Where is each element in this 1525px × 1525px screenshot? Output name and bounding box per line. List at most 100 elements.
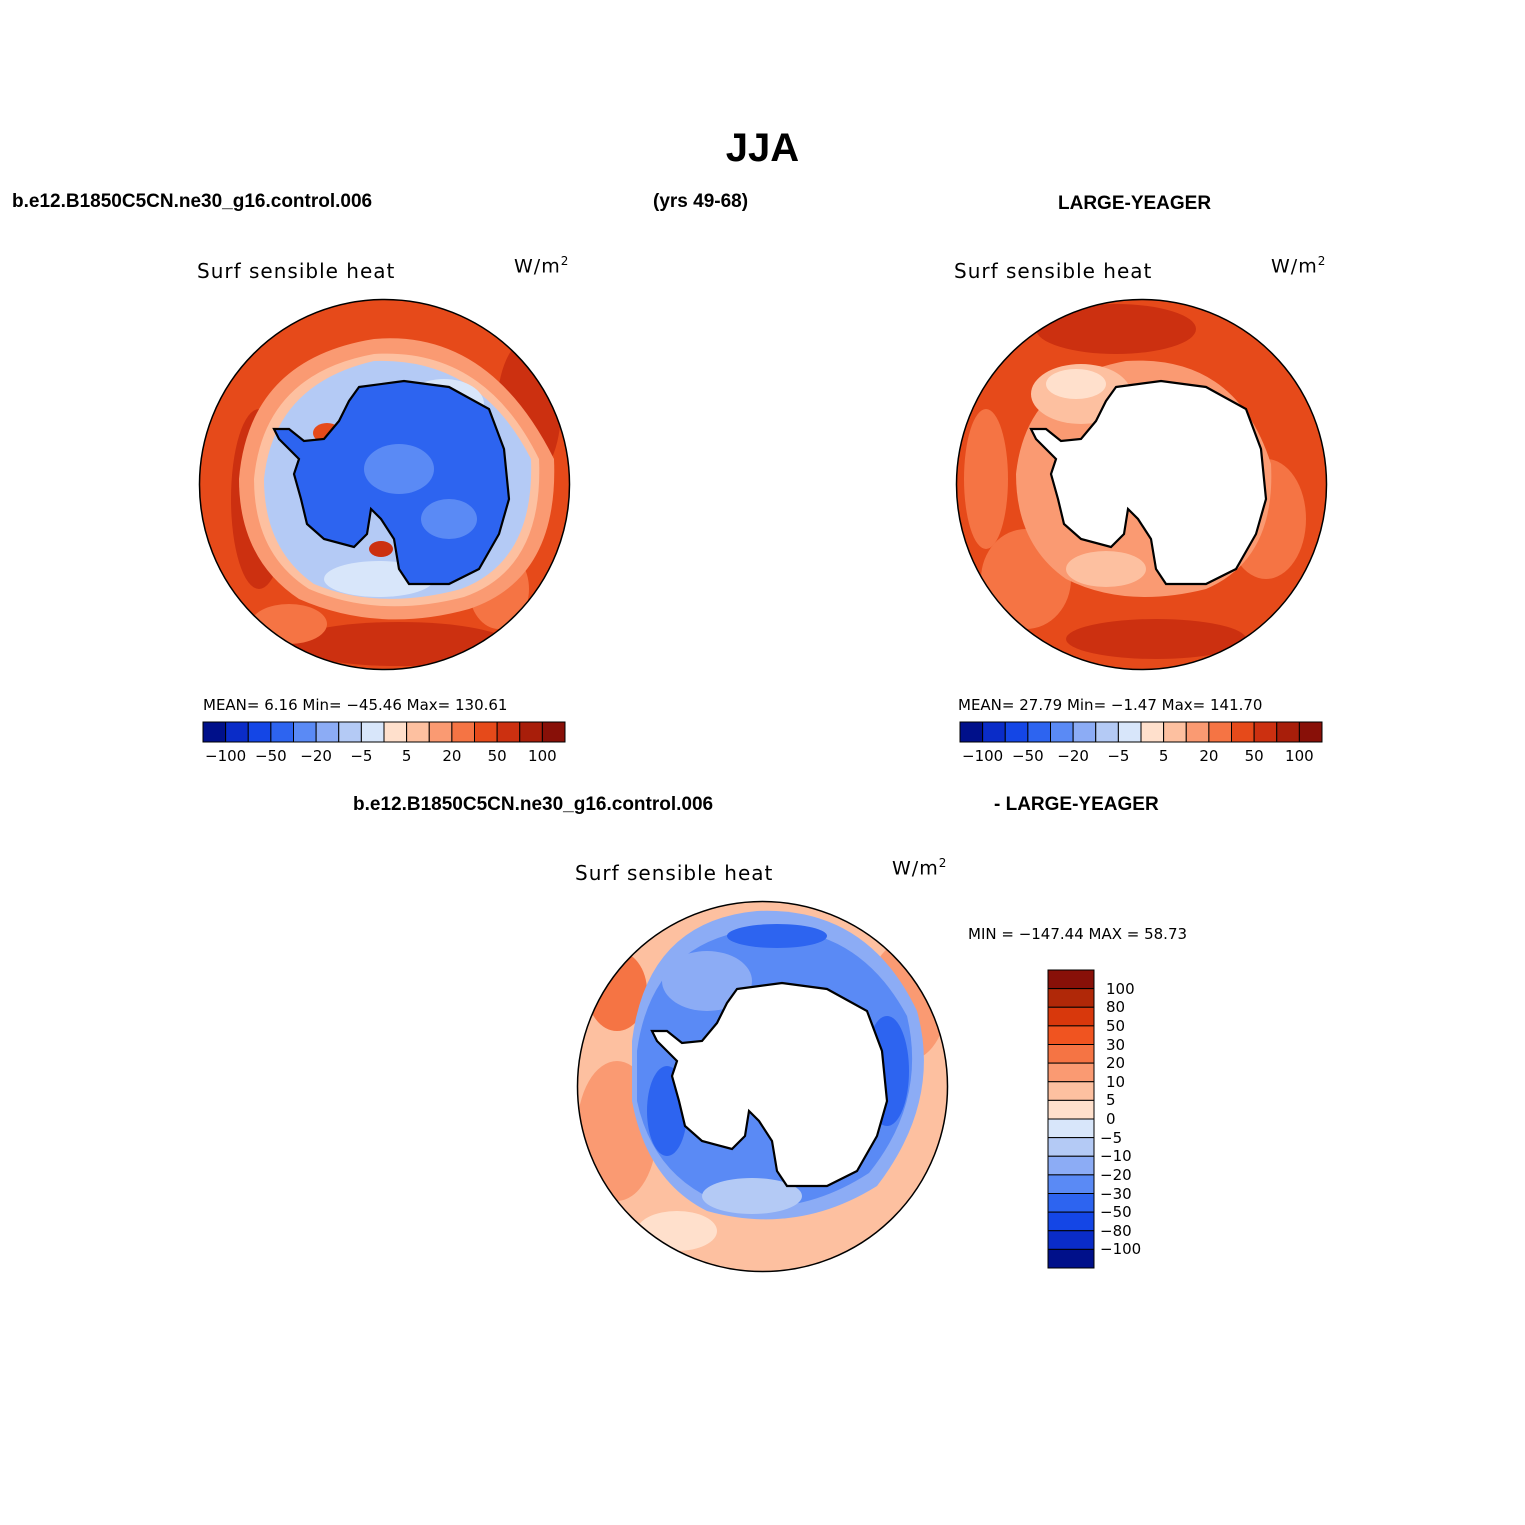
- diff-colorbar: [1047, 969, 1095, 1269]
- colorbar-swatch: [1027, 721, 1051, 743]
- colorbar-swatch: [1253, 721, 1278, 743]
- model-colorbar: [202, 721, 566, 743]
- colorbar-tick-label: −5: [1100, 1128, 1123, 1147]
- colorbar-tick-label: −10: [1100, 1147, 1132, 1166]
- colorbar-swatch: [1298, 721, 1323, 743]
- colorbar-tick-label: 0: [1106, 1110, 1116, 1128]
- colorbar-tick-label: 100: [1106, 979, 1135, 998]
- diff-panel-label: Surf sensible heat: [575, 861, 774, 885]
- obs-field-patch: [964, 409, 1008, 549]
- obs-field-patch: [1066, 619, 1246, 659]
- model-panel-units: W/m2: [514, 254, 570, 278]
- colorbar-tick-label: −50: [1100, 1203, 1132, 1222]
- colorbar-swatch: [1047, 1062, 1095, 1083]
- colorbar-swatch: [1004, 721, 1029, 743]
- case-name-left: b.e12.B1850C5CN.ne30_g16.control.006: [12, 191, 373, 212]
- obs-map: [955, 298, 1328, 671]
- colorbar-tick-label: 50: [1106, 1016, 1126, 1035]
- obs-coastline: [1029, 379, 1268, 586]
- colorbar-swatch: [338, 721, 362, 743]
- figure-title: JJA: [725, 126, 800, 170]
- colorbar-swatch: [270, 721, 294, 743]
- colorbar-tick-label: −80: [1100, 1221, 1132, 1240]
- colorbar-swatch: [1050, 721, 1074, 743]
- colorbar-swatch: [1047, 1174, 1095, 1194]
- model-field-patch: [421, 499, 477, 539]
- colorbar-tick-label: 5: [1158, 747, 1169, 765]
- colorbar-swatch: [1047, 969, 1095, 990]
- colorbar-tick-label: 20: [442, 747, 462, 765]
- colorbar-swatch: [982, 721, 1006, 743]
- obs-stats: MEAN= 27.79 Min= −1.47 Max= 141.70: [958, 696, 1263, 714]
- diff-field-patch: [662, 951, 752, 1011]
- model-field-patch: [364, 444, 434, 494]
- colorbar-swatch: [519, 721, 543, 743]
- model-field-patch: [369, 541, 393, 557]
- colorbar-swatch: [1231, 721, 1255, 743]
- colorbar-swatch: [225, 721, 249, 743]
- colorbar-swatch: [1047, 1025, 1095, 1045]
- colorbar-swatch: [406, 721, 430, 743]
- colorbar-swatch: [1047, 1081, 1095, 1101]
- diff-stats: MIN = −147.44 MAX = 58.73: [968, 925, 1188, 943]
- colorbar-tick-label: −20: [1100, 1165, 1132, 1184]
- colorbar-swatch: [496, 721, 521, 743]
- diff-coastline: [650, 981, 889, 1188]
- model-stats: MEAN= 6.16 Min= −45.46 Max= 130.61: [203, 696, 508, 714]
- colorbar-swatch: [383, 721, 408, 743]
- model-field-patch: [289, 622, 509, 666]
- obs-antarctica-nodata: [1031, 381, 1266, 584]
- colorbar-swatch: [293, 721, 317, 743]
- colorbar-tick-label: 5: [401, 747, 412, 765]
- diff-map-border: [576, 900, 949, 1273]
- colorbar-swatch: [315, 721, 340, 743]
- colorbar-swatch: [1072, 721, 1097, 743]
- colorbar-swatch: [1047, 1248, 1095, 1269]
- colorbar-swatch: [1047, 1211, 1095, 1232]
- diff-panel-units: W/m2: [892, 856, 948, 880]
- obs-field-patch: [1036, 304, 1196, 354]
- colorbar-swatch: [1047, 1137, 1095, 1157]
- colorbar-tick-label: −30: [1100, 1184, 1132, 1203]
- colorbar-tick-label: 100: [528, 747, 557, 765]
- colorbar-swatch: [1163, 721, 1187, 743]
- colorbar-swatch: [202, 721, 227, 743]
- colorbar-tick-label: −100: [1100, 1240, 1142, 1259]
- colorbar-tick-label: −100: [205, 747, 247, 765]
- colorbar-swatch: [959, 721, 984, 743]
- colorbar-tick-label: 20: [1106, 1054, 1126, 1073]
- colorbar-swatch: [451, 721, 475, 743]
- colorbar-swatch: [1047, 1193, 1095, 1213]
- model-colorbar-ticks: −100 −50 −20 −5 5 20 50 100: [203, 747, 565, 767]
- colorbar-swatch: [247, 721, 272, 743]
- colorbar-swatch: [1117, 721, 1142, 743]
- colorbar-swatch: [360, 721, 385, 743]
- obs-panel-units: W/m2: [1271, 254, 1327, 278]
- colorbar-swatch: [1047, 1155, 1095, 1176]
- colorbar-tick-label: −20: [1057, 747, 1089, 765]
- colorbar-swatch: [1276, 721, 1300, 743]
- colorbar-tick-label: 30: [1106, 1035, 1126, 1054]
- model-map-border: [198, 298, 571, 671]
- colorbar-swatch: [1047, 1006, 1095, 1027]
- model-map: [198, 298, 571, 671]
- colorbar-swatch: [1047, 1099, 1095, 1120]
- colorbar-swatch: [1208, 721, 1232, 743]
- colorbar-tick-label: −5: [1107, 747, 1130, 765]
- obs-colorbar-ticks: −100 −50 −20 −5 5 20 50 100: [960, 747, 1322, 767]
- colorbar-tick-label: −50: [1012, 747, 1044, 765]
- colorbar-swatch: [1095, 721, 1119, 743]
- model-coastline: [272, 379, 511, 586]
- obs-name: LARGE-YEAGER: [1058, 193, 1212, 214]
- colorbar-tick-label: −100: [962, 747, 1004, 765]
- obs-colorbar: [959, 721, 1323, 743]
- diff-title-left: b.e12.B1850C5CN.ne30_g16.control.006: [353, 794, 714, 815]
- colorbar-tick-label: −20: [300, 747, 332, 765]
- colorbar-swatch: [541, 721, 566, 743]
- colorbar-tick-label: 80: [1106, 998, 1126, 1017]
- colorbar-tick-label: 100: [1285, 747, 1314, 765]
- obs-field-patch: [1046, 369, 1106, 399]
- diff-field-patch: [637, 1211, 717, 1251]
- obs-field-patch: [1066, 551, 1146, 587]
- colorbar-swatch: [1047, 1044, 1095, 1064]
